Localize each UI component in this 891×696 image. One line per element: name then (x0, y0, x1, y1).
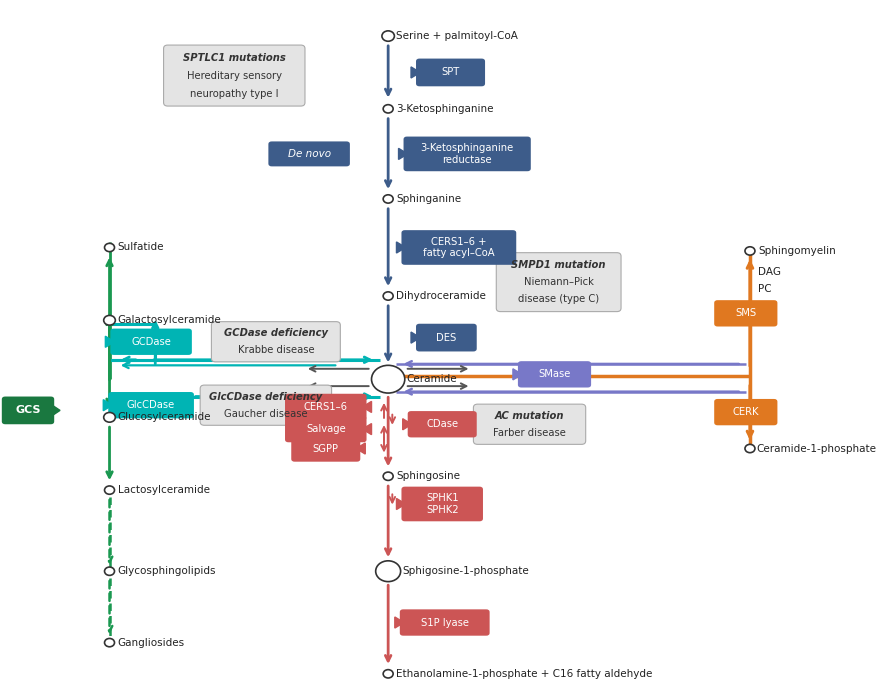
FancyBboxPatch shape (715, 300, 778, 326)
Circle shape (104, 567, 115, 576)
FancyBboxPatch shape (291, 435, 360, 461)
Text: SPTLC1 mutations: SPTLC1 mutations (183, 52, 286, 63)
Polygon shape (103, 400, 112, 411)
Text: CERS1–6: CERS1–6 (304, 402, 347, 412)
Circle shape (376, 561, 401, 582)
FancyBboxPatch shape (285, 394, 366, 420)
Text: Sphigosine-1-phosphate: Sphigosine-1-phosphate (403, 567, 529, 576)
Text: SPT: SPT (441, 68, 460, 77)
Circle shape (372, 365, 405, 393)
FancyBboxPatch shape (200, 385, 331, 425)
Text: Gaucher disease: Gaucher disease (224, 409, 307, 418)
FancyBboxPatch shape (402, 487, 483, 521)
Polygon shape (513, 369, 522, 380)
Text: DES: DES (437, 333, 456, 342)
Text: SGPP: SGPP (313, 443, 339, 454)
Text: Ethanolamine-1-phosphate + C16 fatty aldehyde: Ethanolamine-1-phosphate + C16 fatty ald… (396, 669, 653, 679)
Text: Sphingosine: Sphingosine (396, 471, 461, 481)
FancyBboxPatch shape (110, 329, 192, 355)
Text: CERS1–6 +
fatty acyl–CoA: CERS1–6 + fatty acyl–CoA (423, 237, 495, 258)
Polygon shape (403, 419, 412, 430)
FancyBboxPatch shape (268, 141, 350, 166)
FancyBboxPatch shape (518, 361, 591, 388)
FancyBboxPatch shape (473, 404, 585, 444)
Circle shape (745, 444, 755, 452)
Polygon shape (363, 402, 372, 413)
Polygon shape (363, 424, 372, 435)
Text: GCDase: GCDase (131, 337, 171, 347)
Polygon shape (396, 498, 405, 509)
Text: disease (type C): disease (type C) (518, 294, 600, 304)
Text: Sulfatide: Sulfatide (118, 242, 164, 253)
Circle shape (383, 670, 393, 678)
FancyBboxPatch shape (408, 411, 477, 437)
Text: Niemann–Pick: Niemann–Pick (524, 277, 593, 287)
Polygon shape (411, 67, 421, 78)
Circle shape (104, 638, 115, 647)
Text: Ceramide: Ceramide (406, 374, 457, 384)
Text: Gangliosides: Gangliosides (118, 638, 185, 647)
Text: PC: PC (758, 284, 772, 294)
FancyBboxPatch shape (211, 322, 340, 362)
FancyBboxPatch shape (285, 416, 366, 442)
Text: S1P lyase: S1P lyase (421, 617, 469, 628)
Circle shape (745, 247, 755, 255)
Polygon shape (398, 148, 408, 159)
FancyBboxPatch shape (715, 399, 778, 425)
Text: Sphinganine: Sphinganine (396, 194, 462, 204)
FancyBboxPatch shape (164, 45, 305, 106)
Text: Sphingomyelin: Sphingomyelin (758, 246, 836, 256)
Text: GCDase deficiency: GCDase deficiency (224, 329, 328, 338)
Circle shape (103, 315, 115, 325)
Circle shape (383, 104, 393, 113)
Text: Glucosylceramide: Glucosylceramide (118, 412, 211, 422)
FancyBboxPatch shape (416, 58, 485, 86)
Text: AC mutation: AC mutation (495, 411, 564, 421)
FancyBboxPatch shape (400, 609, 490, 635)
Text: GCS: GCS (15, 405, 41, 416)
Text: SPHK1
SPHK2: SPHK1 SPHK2 (426, 493, 459, 515)
Text: Lactosylceramide: Lactosylceramide (118, 485, 210, 495)
Polygon shape (52, 405, 60, 416)
Text: Ceramide-1-phosphate: Ceramide-1-phosphate (756, 443, 877, 454)
Text: SMS: SMS (735, 308, 756, 318)
Text: DAG: DAG (758, 267, 781, 277)
Text: GlcCDase deficiency: GlcCDase deficiency (209, 392, 323, 402)
Text: Dihydroceramide: Dihydroceramide (396, 291, 486, 301)
Circle shape (104, 486, 115, 494)
Polygon shape (356, 443, 365, 454)
Circle shape (103, 413, 115, 422)
Text: Krabbe disease: Krabbe disease (238, 345, 315, 355)
Text: Salvage: Salvage (306, 424, 346, 434)
Text: SMPD1 mutation: SMPD1 mutation (511, 260, 606, 270)
Text: CDase: CDase (426, 419, 458, 429)
Text: 3-Ketosphinganine
reductase: 3-Ketosphinganine reductase (421, 143, 514, 165)
Polygon shape (105, 336, 115, 347)
Polygon shape (395, 617, 404, 628)
Text: GlcCDase: GlcCDase (127, 400, 176, 410)
Polygon shape (411, 332, 421, 343)
Text: CERK: CERK (732, 407, 759, 417)
Text: 3-Ketosphinganine: 3-Ketosphinganine (396, 104, 494, 114)
Text: De novo: De novo (288, 149, 331, 159)
Text: Serine + palmitoyl-CoA: Serine + palmitoyl-CoA (396, 31, 519, 41)
Text: SMase: SMase (538, 370, 571, 379)
FancyBboxPatch shape (402, 230, 516, 264)
Polygon shape (396, 242, 405, 253)
FancyBboxPatch shape (404, 136, 531, 171)
Text: Farber disease: Farber disease (493, 427, 566, 438)
Circle shape (383, 472, 393, 480)
Circle shape (383, 292, 393, 300)
Circle shape (382, 31, 395, 41)
FancyBboxPatch shape (109, 392, 194, 418)
Text: Galactosylceramide: Galactosylceramide (118, 315, 222, 325)
FancyBboxPatch shape (496, 253, 621, 312)
Text: neuropathy type I: neuropathy type I (190, 88, 279, 99)
Circle shape (104, 244, 115, 252)
FancyBboxPatch shape (2, 397, 54, 425)
Text: Glycosphingolipids: Glycosphingolipids (118, 567, 217, 576)
Text: Hereditary sensory: Hereditary sensory (187, 70, 282, 81)
FancyBboxPatch shape (416, 324, 477, 351)
Circle shape (383, 195, 393, 203)
